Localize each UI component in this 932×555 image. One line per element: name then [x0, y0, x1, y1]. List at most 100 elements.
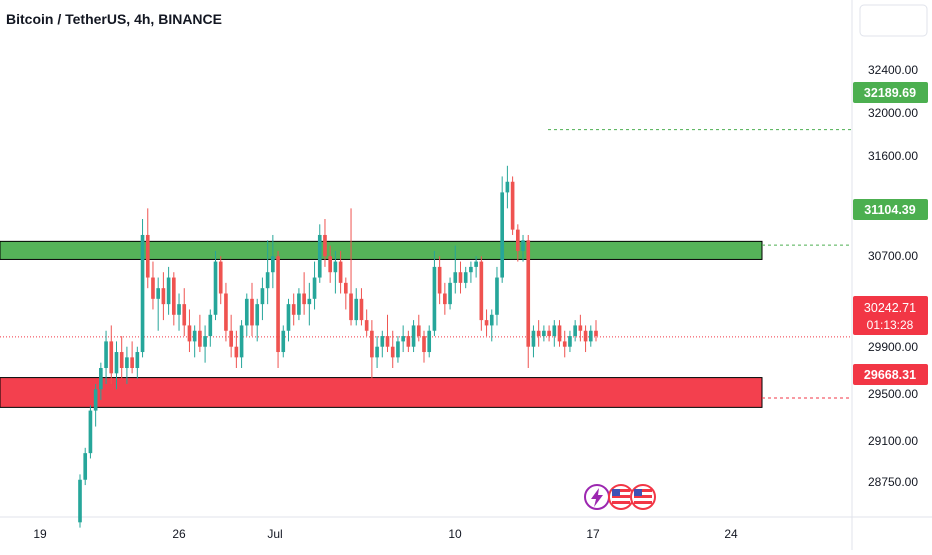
- candle-body: [484, 320, 489, 326]
- candle-body: [588, 330, 593, 342]
- candle-body: [594, 330, 598, 337]
- support-price-label: 29668.31: [853, 364, 928, 385]
- candle-body: [500, 192, 505, 278]
- candle-body: [171, 277, 176, 315]
- current-price-label: 30242.71 01:13:28: [853, 296, 928, 335]
- candle-body: [192, 330, 197, 342]
- candle-body: [333, 261, 338, 273]
- candle-body: [286, 304, 291, 331]
- us-flag-icon[interactable]: [630, 484, 656, 510]
- axis-settings-button[interactable]: [859, 4, 928, 37]
- candle-body: [104, 341, 108, 368]
- candle-body: [93, 389, 98, 411]
- candle-body: [307, 298, 312, 305]
- candle-body: [458, 272, 463, 283]
- candle-body: [573, 325, 577, 337]
- candle-body: [578, 325, 583, 331]
- time-tick: 24: [724, 527, 738, 541]
- candle-body: [130, 357, 134, 368]
- candle-body: [380, 336, 385, 347]
- candle-body: [495, 277, 499, 315]
- candle-body: [510, 181, 515, 230]
- candle-body: [229, 330, 233, 347]
- candle-body: [83, 453, 88, 480]
- candle-body: [312, 277, 317, 299]
- candle-body: [109, 341, 114, 374]
- candle-body: [166, 277, 171, 305]
- candle-body: [114, 352, 119, 374]
- price-tick: 29100.00: [868, 434, 918, 448]
- candle-body: [119, 352, 124, 368]
- price-tick: 29500.00: [868, 387, 918, 401]
- candle-body: [531, 330, 536, 347]
- candle-body: [213, 261, 218, 315]
- price-tick: 32000.00: [868, 106, 918, 120]
- candle-body: [422, 336, 426, 353]
- target-price-text: 32189.69: [864, 86, 916, 100]
- candle-body: [317, 234, 322, 278]
- price-tick: 30700.00: [868, 249, 918, 263]
- candle-body: [291, 304, 296, 315]
- candle-body: [151, 277, 155, 299]
- candle-body: [411, 325, 416, 347]
- candle-body: [156, 288, 161, 299]
- candle-body: [396, 341, 400, 358]
- candle-body: [583, 330, 588, 342]
- candle-body: [271, 256, 275, 273]
- price-tick: 32400.00: [868, 63, 918, 77]
- candle-body: [349, 293, 353, 321]
- candle-body: [203, 336, 207, 347]
- candle-body: [437, 266, 442, 294]
- candle-body: [323, 234, 327, 257]
- price-tick: 31600.00: [868, 149, 918, 163]
- time-axis[interactable]: 19 26 Jul 10 17 24: [33, 527, 738, 541]
- candle-body: [135, 352, 140, 368]
- candle-body: [453, 272, 458, 283]
- candle-body: [557, 325, 562, 342]
- candle-body: [505, 181, 510, 193]
- lightning-icon[interactable]: [584, 484, 610, 510]
- candle-body: [125, 357, 129, 368]
- current-price-text: 30242.71: [864, 301, 916, 315]
- candle-body: [448, 282, 452, 305]
- candle-body: [182, 304, 187, 326]
- candle-body: [375, 346, 379, 358]
- candle-body: [479, 261, 484, 321]
- candle-body: [526, 240, 531, 347]
- candle-body: [542, 330, 546, 337]
- candle-body: [140, 234, 145, 353]
- countdown-text: 01:13:28: [867, 318, 914, 332]
- candle-body: [208, 314, 213, 337]
- candle-body: [416, 325, 421, 337]
- candle-body: [145, 234, 150, 278]
- candle-body: [244, 298, 249, 326]
- candle-body: [552, 325, 557, 337]
- candle-body: [234, 346, 239, 358]
- candle-body: [224, 293, 228, 331]
- price-axis[interactable]: 32400.00 32000.00 31600.00 30700.00 2990…: [868, 63, 918, 489]
- candle-body: [547, 330, 551, 337]
- candle-body: [198, 330, 202, 347]
- candle-body: [370, 330, 374, 358]
- us-flag-icon[interactable]: [608, 484, 634, 510]
- support-price-text: 29668.31: [864, 368, 916, 382]
- candle-body: [343, 282, 348, 294]
- candle-body: [78, 479, 82, 523]
- chart-title: Bitcoin / TetherUS, 4h, BINANCE: [6, 11, 222, 27]
- candle-body: [385, 336, 390, 347]
- candle-body: [218, 261, 223, 294]
- candle-body: [255, 304, 260, 326]
- candle-body: [536, 330, 541, 337]
- support-price-bg: [853, 364, 928, 385]
- time-tick: 17: [586, 527, 600, 541]
- candle-body: [187, 325, 192, 342]
- time-tick: 19: [33, 527, 47, 541]
- candle-body: [401, 336, 405, 342]
- candle-body: [281, 330, 286, 353]
- candle-body: [359, 298, 364, 321]
- resistance-price-text: 31104.39: [864, 203, 915, 217]
- candle-body: [161, 288, 166, 305]
- resistance-price-bg: [853, 199, 928, 220]
